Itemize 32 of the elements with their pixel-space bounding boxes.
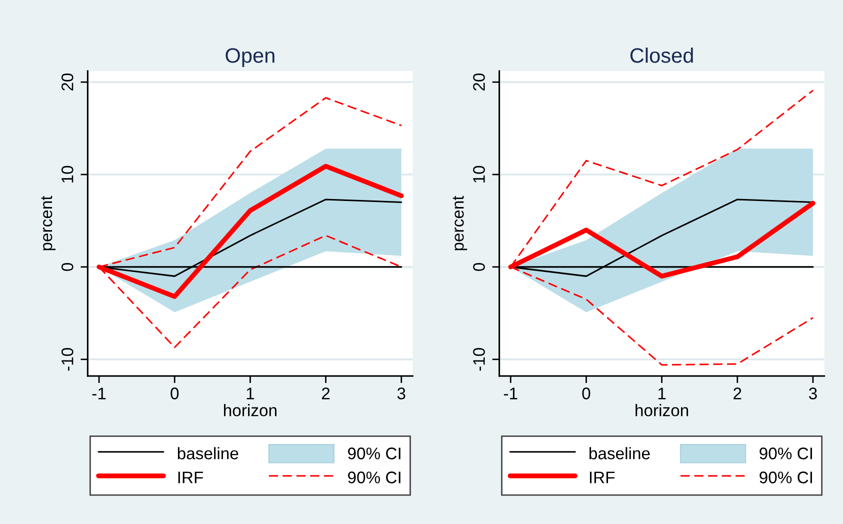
y-tick-label: 10 bbox=[473, 166, 485, 183]
x-tick-label: 3 bbox=[808, 388, 817, 400]
x-tick-label: 2 bbox=[322, 388, 330, 400]
x-tick-label: 3 bbox=[397, 388, 406, 400]
y-tick-label: -10 bbox=[473, 348, 485, 371]
legend-label: baseline bbox=[178, 447, 238, 460]
y-tick-label: 0 bbox=[473, 262, 485, 271]
legend-label: 90% CI bbox=[760, 472, 812, 484]
y-tick-label: 0 bbox=[61, 262, 74, 271]
y-axis-title: percent bbox=[41, 196, 56, 250]
chart-title: Closed bbox=[630, 48, 693, 63]
x-tick-label: 1 bbox=[246, 388, 254, 400]
y-tick-label: 20 bbox=[473, 73, 485, 91]
x-tick-label: -1 bbox=[92, 388, 106, 400]
x-axis-title: horizon bbox=[224, 404, 276, 416]
x-tick-label: 1 bbox=[658, 388, 666, 400]
x-tick-label: 2 bbox=[734, 388, 742, 400]
x-tick-label: 0 bbox=[170, 388, 179, 400]
y-axis-title: percent bbox=[452, 196, 468, 250]
legend-label: IRF bbox=[178, 472, 204, 484]
x-axis-title: horizon bbox=[636, 404, 688, 416]
y-tick-label: -10 bbox=[61, 348, 74, 371]
legend-label: 90% CI bbox=[760, 448, 812, 460]
y-tick-label: 10 bbox=[61, 166, 74, 183]
legend-label: IRF bbox=[590, 472, 615, 484]
legend-label: baseline bbox=[590, 447, 650, 460]
x-tick-label: -1 bbox=[504, 388, 518, 400]
y-tick-label: 20 bbox=[61, 73, 74, 91]
legend-label: 90% CI bbox=[348, 448, 400, 460]
legend-label: 90% CI bbox=[348, 472, 400, 484]
x-tick-label: 0 bbox=[582, 388, 590, 400]
chart-title: Open bbox=[226, 48, 274, 67]
